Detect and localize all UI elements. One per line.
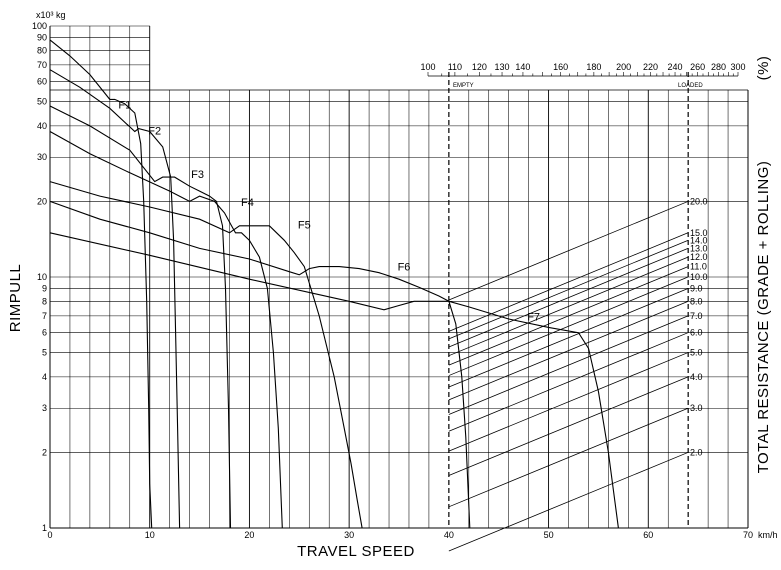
resistance-line	[448, 256, 689, 357]
resistance-line	[448, 201, 689, 301]
x-tick-label: 30	[344, 530, 354, 540]
resistance-lines	[448, 201, 689, 552]
gvw-tick-label: 220	[643, 62, 658, 72]
y-axis-title: RIMPULL	[7, 264, 24, 333]
resistance-label: 2.0	[690, 447, 703, 457]
resistance-line	[448, 266, 689, 366]
series-line-f3	[49, 105, 232, 529]
resistance-label: 14.0	[690, 235, 708, 245]
gear-label-f7: F7	[527, 312, 540, 324]
right-axis-title: TOTAL RESISTANCE (GRADE + ROLLING)	[755, 161, 772, 474]
gvw-tick-label: 240	[668, 62, 683, 72]
y-tick-label: 2	[42, 447, 47, 457]
resistance-label: 10.0	[690, 272, 708, 282]
gvw-tick-label: 130	[495, 62, 510, 72]
resistance-label: 12.0	[690, 252, 708, 262]
series-line-f2	[49, 69, 181, 529]
y-tick-label: 100	[32, 21, 47, 31]
resistance-line	[448, 407, 689, 508]
grid-lines	[49, 25, 749, 529]
gear-label-f2: F2	[148, 125, 161, 137]
resistance-label: 8.0	[690, 296, 703, 306]
y-tick-label: 4	[42, 372, 47, 382]
resistance-line	[448, 352, 689, 452]
x-tick-label: 50	[544, 530, 554, 540]
gear-label-f3: F3	[191, 169, 204, 181]
x-tick-label: 10	[145, 530, 155, 540]
x-tick-label: 60	[643, 530, 653, 540]
resistance-line	[448, 452, 689, 552]
y-tick-label: 80	[37, 45, 47, 55]
y-tick-label: 7	[42, 311, 47, 321]
gvw-tick-label: 300	[730, 62, 745, 72]
x-axis-title: TRAVEL SPEED	[297, 543, 415, 560]
y-tick-label: 1	[42, 523, 47, 533]
series-line-f1	[49, 39, 153, 529]
y-unit-label: x10³ kg	[36, 10, 66, 20]
gvw-tick-label: 110	[448, 62, 462, 72]
x-tick-label: 70	[743, 530, 753, 540]
gvw-tick-label: 200	[616, 62, 631, 72]
series-line-f7	[49, 232, 619, 529]
y-tick-label: 30	[37, 152, 47, 162]
gvw-tick-label: 100	[420, 62, 435, 72]
y-tick-label: 6	[42, 328, 47, 338]
y-tick-label: 20	[37, 196, 47, 206]
resistance-line	[448, 239, 689, 340]
resistance-label: 6.0	[690, 328, 703, 338]
y-tick-label: 9	[42, 283, 47, 293]
resistance-label: 15.0	[690, 228, 708, 238]
resistance-label: 7.0	[690, 311, 703, 321]
resistance-line	[448, 332, 689, 432]
y-tick-label: 40	[37, 121, 47, 131]
x-tick-label: 40	[444, 530, 454, 540]
y-tick-label: 90	[37, 32, 47, 42]
resistance-label: 11.0	[690, 262, 707, 272]
resistance-line	[448, 315, 689, 415]
resistance-line	[448, 300, 689, 401]
rimpull-curves	[49, 39, 619, 529]
right-unit-label: (%)	[755, 56, 772, 81]
x-tick-label: 0	[47, 530, 52, 540]
gear-label-f1: F1	[118, 99, 131, 111]
y-tick-label: 70	[37, 60, 47, 70]
gvw-tick-label: 120	[472, 62, 487, 72]
resistance-label: 9.0	[690, 283, 703, 293]
gvw-tick-label: 280	[711, 62, 726, 72]
resistance-line	[448, 232, 689, 332]
x-unit-label: km/h	[758, 530, 778, 540]
series-line-f6	[49, 200, 471, 529]
y-tick-label: 3	[42, 403, 47, 413]
resistance-line	[448, 288, 689, 388]
y-tick-label: 5	[42, 348, 47, 358]
resistance-label: 4.0	[690, 372, 703, 382]
resistance-line	[448, 248, 689, 348]
resistance-label: 5.0	[690, 348, 703, 358]
y-tick-label: 10	[37, 272, 47, 282]
resistance-line	[448, 376, 689, 476]
y-tick-label: 60	[37, 77, 47, 87]
resistance-label: 13.0	[690, 243, 708, 253]
gear-label-f4: F4	[241, 197, 254, 209]
gvw-tick-label: 260	[690, 62, 705, 72]
gear-label-f6: F6	[398, 262, 411, 274]
series-line-f4	[49, 131, 283, 529]
resistance-line	[448, 276, 689, 376]
loaded-label: LOADED	[678, 83, 703, 89]
resistance-label: 3.0	[690, 403, 703, 413]
series-line-f5	[49, 181, 363, 529]
empty-label: EMPTY	[453, 83, 474, 89]
resistance-label: 20.0	[690, 196, 708, 206]
gvw-tick-label: 140	[515, 62, 530, 72]
y-tick-label: 50	[37, 97, 47, 107]
gvw-tick-label: 160	[553, 62, 568, 72]
y-tick-label: 8	[42, 296, 47, 306]
x-tick-label: 20	[244, 530, 254, 540]
gvw-tick-label: 180	[586, 62, 601, 72]
gear-label-f5: F5	[298, 220, 311, 232]
